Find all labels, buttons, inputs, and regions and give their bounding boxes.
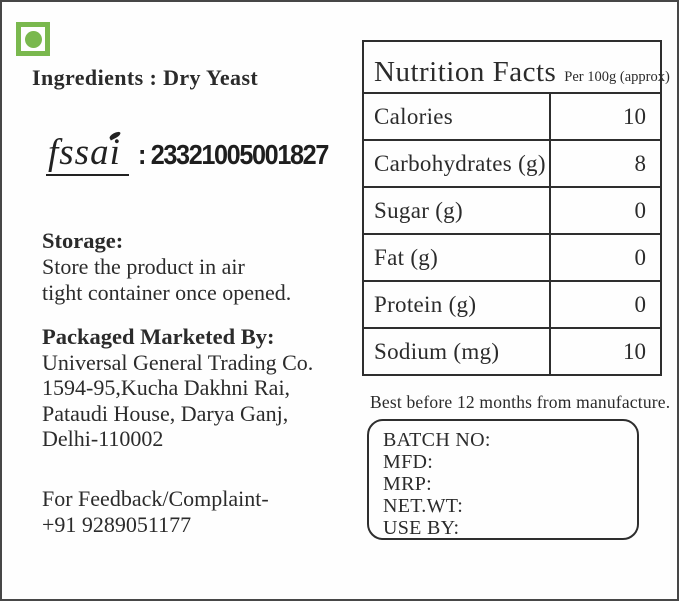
storage-line: tight container once opened. — [42, 280, 292, 305]
nutrient-name: Protein (g) — [364, 282, 551, 327]
nutrient-value: 0 — [634, 291, 647, 317]
storage-title: Storage: — [42, 228, 124, 253]
vegetarian-mark-dot — [24, 30, 42, 48]
table-row: Carbohydrates (g) 8 — [364, 141, 660, 188]
nutrition-facts-header: Nutrition Facts Per 100g (approx) — [364, 42, 670, 94]
storage-section: Storage: Store the product in air tight … — [42, 228, 291, 306]
nutrient-name: Calories — [364, 94, 551, 139]
nutrient-value: 0 — [634, 244, 647, 270]
fssai-license-number: : 23321005001827 — [137, 139, 329, 170]
feedback-label: For Feedback/Complaint- — [42, 486, 269, 511]
best-before-text: Best before 12 months from manufacture. — [370, 392, 671, 412]
nutrient-value: 0 — [634, 197, 647, 223]
use-by-field: USE BY: — [383, 517, 460, 539]
net-wt-field: NET.WT: — [383, 495, 464, 517]
packaged-title: Packaged Marketed By: — [42, 324, 275, 349]
feedback-section: For Feedback/Complaint- +91 9289051177 — [42, 486, 269, 538]
nutrient-name: Sodium (mg) — [364, 329, 551, 374]
packager-address-line: Pataudi House, Darya Ganj, — [42, 400, 289, 426]
table-row: Calories 10 — [364, 94, 660, 141]
nutrient-name: Sugar (g) — [364, 188, 551, 233]
vegetarian-mark-icon — [16, 22, 50, 56]
mfd-field: MFD: — [383, 451, 434, 473]
nutrition-facts-table: Nutrition Facts Per 100g (approx) Calori… — [362, 40, 670, 376]
table-row: Sodium (mg) 10 — [364, 329, 660, 374]
table-row: Protein (g) 0 — [364, 282, 660, 329]
packaged-marketed-section: Packaged Marketed By: Universal General … — [42, 324, 313, 452]
fssai-logo-text: fssai — [48, 132, 121, 173]
nutrition-facts-title: Nutrition Facts — [374, 56, 557, 88]
nutrient-value: 10 — [623, 103, 646, 129]
feedback-phone: +91 9289051177 — [42, 512, 192, 537]
storage-line: Store the product in air — [42, 254, 245, 279]
batch-no-field: BATCH NO: — [383, 429, 491, 451]
fssai-license-row: fssai : 23321005001827 — [46, 130, 349, 176]
batch-info-box: BATCH NO: MFD: MRP: NET.WT: USE BY: — [367, 419, 639, 540]
table-row: Fat (g) 0 — [364, 235, 660, 282]
fssai-logo: fssai — [46, 130, 129, 176]
nutrient-name: Fat (g) — [364, 235, 551, 280]
ingredients-text: Ingredients : Dry Yeast — [32, 65, 259, 90]
nutrient-name: Carbohydrates (g) — [364, 141, 551, 186]
nutrient-value: 8 — [634, 150, 647, 176]
table-row: Sugar (g) 0 — [364, 188, 660, 235]
packager-address-line: Delhi-110002 — [42, 426, 164, 451]
mrp-field: MRP: — [383, 473, 433, 495]
packager-address-line: 1594-95,Kucha Dakhni Rai, — [42, 375, 291, 400]
packager-name: Universal General Trading Co. — [42, 349, 314, 375]
nutrition-facts-subtitle: Per 100g (approx) — [564, 68, 670, 85]
nutrient-value: 10 — [623, 338, 646, 364]
